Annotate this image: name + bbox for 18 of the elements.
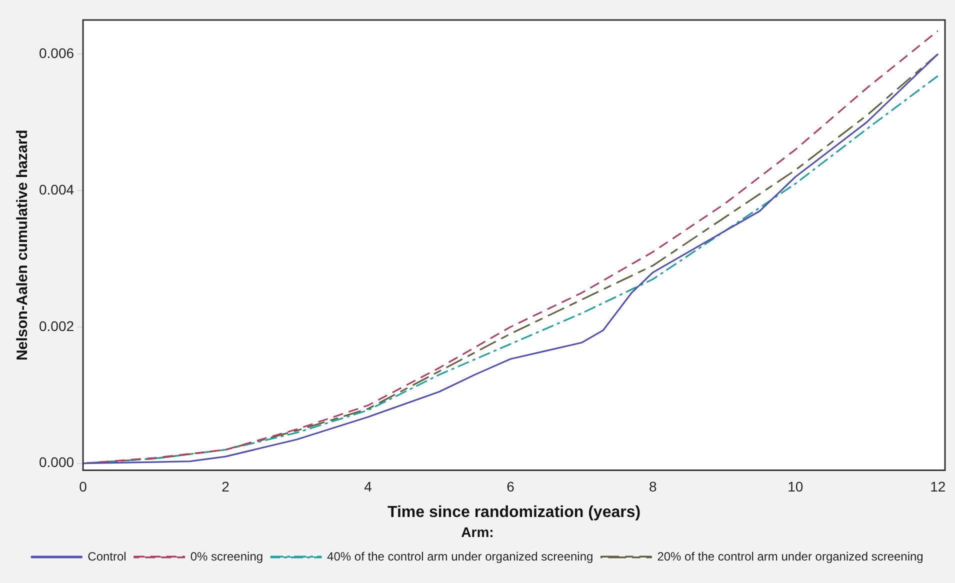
x-tick-label: 2	[222, 478, 230, 494]
legend-title: Arm:	[461, 524, 494, 540]
legend-label: 0% screening	[190, 549, 264, 564]
x-tick-label: 6	[506, 478, 515, 494]
x-axis-title: Time since randomization (years)	[387, 504, 641, 522]
x-tick-label: 10	[788, 478, 804, 494]
x-tick-label: 8	[649, 478, 658, 494]
y-tick-label: 0.000	[38, 454, 74, 470]
y-tick-label: 0.002	[38, 318, 74, 334]
legend-label: Control	[88, 549, 126, 564]
y-axis-title: Nelson-Aalen cumulative hazard	[14, 130, 32, 361]
legend-label: 20% of the control arm under organized screening	[657, 549, 924, 564]
x-tick-label: 4	[364, 478, 372, 494]
legend-label: 40% of the control arm under organized screening	[327, 549, 594, 564]
x-tick-label: 0	[79, 478, 88, 494]
x-tick-label: 12	[930, 478, 946, 494]
y-tick-label: 0.004	[38, 181, 74, 198]
y-tick-label: 0.006	[38, 44, 74, 61]
